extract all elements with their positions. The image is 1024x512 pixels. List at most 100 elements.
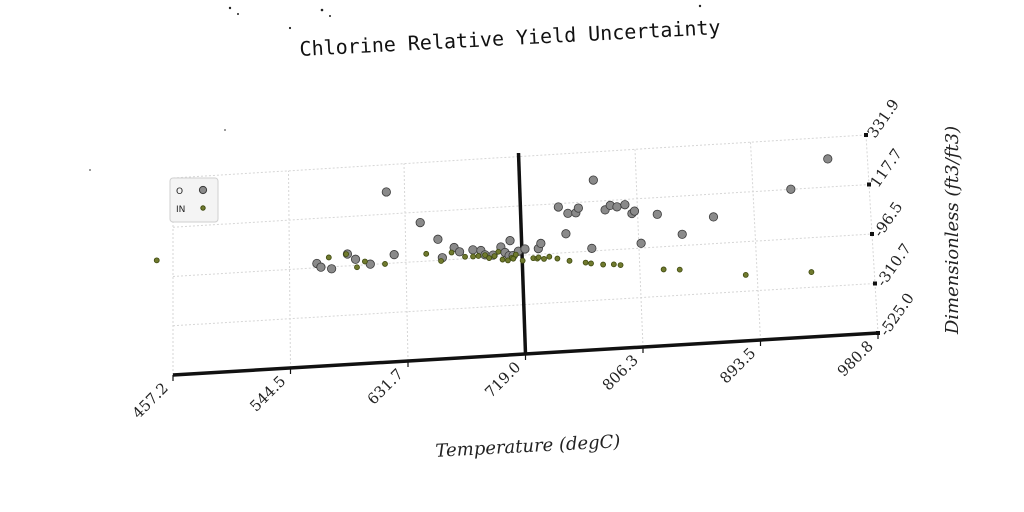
x-tick-label: 806.3 xyxy=(599,351,642,394)
data-point-o xyxy=(563,208,573,218)
data-point-in xyxy=(448,249,455,256)
x-gridline xyxy=(865,134,879,334)
legend-label-o: O xyxy=(176,187,183,197)
data-point-o xyxy=(536,238,546,248)
x-gridline xyxy=(288,170,291,369)
y-tick-mark xyxy=(864,133,868,137)
x-tick-label: 980.8 xyxy=(834,337,877,380)
x-tick-label: 631.7 xyxy=(364,365,407,408)
data-point-o xyxy=(468,245,478,255)
data-point-o xyxy=(389,250,399,260)
data-point-in xyxy=(660,266,667,273)
x-tick-label: 457.2 xyxy=(129,379,172,422)
data-point-in xyxy=(495,248,502,255)
y-tick-mark xyxy=(867,182,871,187)
data-point-o xyxy=(365,259,375,269)
x-tick-labels: 457.2 544.5 631.7 719.0 806.3 893.5 980.8 xyxy=(129,337,877,422)
data-point-o xyxy=(588,175,598,185)
x-gridline xyxy=(750,142,761,341)
data-point-in xyxy=(354,264,360,271)
x-gridline xyxy=(634,149,644,348)
data-point-in xyxy=(742,271,749,278)
data-point-in xyxy=(588,260,594,267)
y-tick-label: -525.0 xyxy=(876,290,918,340)
legend-marker-o xyxy=(198,185,208,195)
legend: O IN xyxy=(169,177,219,223)
x-tick-label: 893.5 xyxy=(716,344,759,387)
legend-marker-in xyxy=(200,205,206,211)
data-point-in xyxy=(546,253,553,260)
data-point-in xyxy=(482,252,488,258)
data-point-o xyxy=(823,154,833,164)
data-point-o xyxy=(561,229,571,239)
data-point-o xyxy=(636,238,646,248)
data-point-in xyxy=(676,266,683,273)
data-point-in xyxy=(512,251,519,258)
data-series xyxy=(153,154,833,278)
data-point-o xyxy=(587,243,597,253)
data-point-o xyxy=(677,229,687,239)
data-point-in xyxy=(475,253,482,259)
data-point-in xyxy=(438,258,444,264)
data-point-o xyxy=(350,254,361,264)
y-tick-label: 331.9 xyxy=(864,96,903,142)
x-gridline xyxy=(403,163,409,362)
data-point-in xyxy=(362,258,368,265)
data-point-in xyxy=(153,257,160,264)
x-tick-label: 719.0 xyxy=(481,358,524,401)
data-point-o xyxy=(520,244,530,254)
data-point-in xyxy=(325,254,332,261)
data-point-o xyxy=(505,236,515,246)
data-point-in xyxy=(617,262,624,269)
data-point-in xyxy=(505,257,511,264)
data-point-in xyxy=(423,250,430,257)
data-point-o xyxy=(381,187,391,197)
y-tick-mark xyxy=(873,281,877,286)
data-point-in xyxy=(610,261,617,268)
data-point-o xyxy=(316,262,326,272)
legend-box xyxy=(169,177,219,223)
plot-area: 457.2 544.5 631.7 719.0 806.3 893.5 980.8 -525… xyxy=(129,96,918,422)
data-point-in xyxy=(510,255,517,262)
data-point-o xyxy=(573,203,583,213)
data-point-o xyxy=(786,184,796,194)
data-point-o xyxy=(629,206,640,216)
x-tick-label: 544.5 xyxy=(246,372,289,415)
y-gridline xyxy=(172,283,876,327)
data-point-in xyxy=(491,253,498,260)
y-tick-label: -310.7 xyxy=(873,240,915,290)
data-point-in xyxy=(554,255,561,262)
data-point-o xyxy=(454,247,465,257)
data-point-o xyxy=(553,202,563,212)
data-point-in xyxy=(541,255,547,262)
y-axis-label: Dimensionless (ft3/ft3) xyxy=(942,126,963,335)
data-point-in xyxy=(519,257,526,264)
axes xyxy=(172,133,880,381)
data-point-o xyxy=(415,217,425,228)
data-point-in xyxy=(535,254,542,261)
y-tick-label: 117.7 xyxy=(867,145,906,191)
data-point-in xyxy=(582,259,589,266)
legend-label-in: IN xyxy=(176,205,185,215)
data-point-o xyxy=(652,209,662,219)
y-tick-label: -96.5 xyxy=(870,198,907,240)
chart-title: Chlorine Relative Yield Uncertainty xyxy=(299,15,721,61)
y-tick-mark xyxy=(870,232,874,236)
y-gridline xyxy=(172,233,873,277)
data-point-in xyxy=(600,261,607,268)
data-point-in xyxy=(566,257,573,264)
data-point-o xyxy=(612,202,622,212)
data-point-o xyxy=(708,212,719,222)
data-point-o xyxy=(327,264,337,274)
scan-noise xyxy=(89,4,702,171)
data-point-o xyxy=(433,234,443,244)
data-point-in xyxy=(343,251,350,257)
data-point-o xyxy=(620,200,630,210)
data-point-in xyxy=(462,253,468,260)
data-point-in xyxy=(808,269,815,275)
data-point-in xyxy=(486,255,493,261)
data-point-in xyxy=(470,253,476,260)
data-point-in xyxy=(382,261,388,267)
